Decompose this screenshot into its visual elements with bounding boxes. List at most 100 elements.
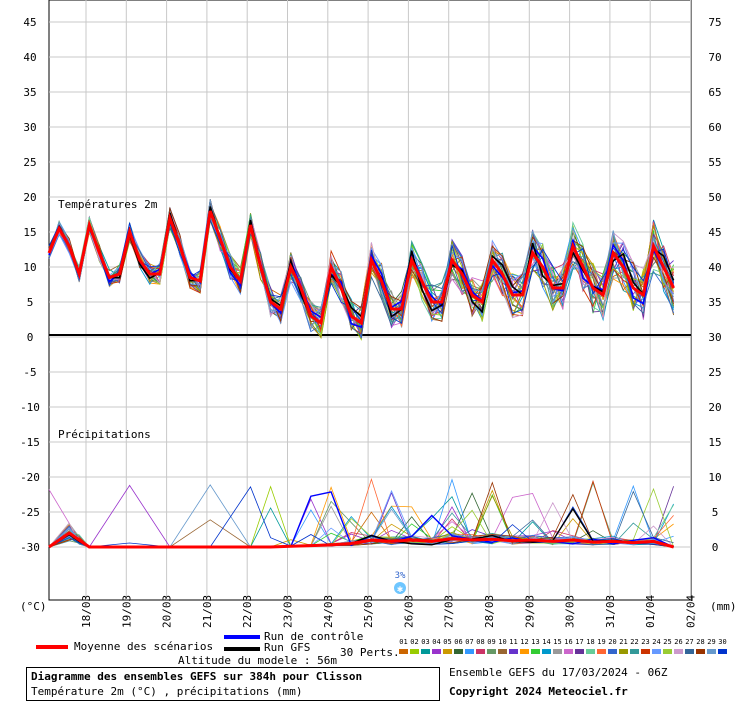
legend-mean-swatch [36,645,68,649]
member-legend-item: 21 [618,638,629,660]
date-tick-label: 28/03 [483,595,496,628]
left-tick-label: 0 [27,331,34,344]
left-tick-label: 45 [23,16,36,29]
left-unit-label: (°C) [20,600,47,613]
member-legend-item: 29 [706,638,717,660]
legend-gfs-swatch [224,647,260,651]
member-legend-item: 28 [695,638,706,660]
member-color-swatch [553,649,562,654]
plot-area [48,0,692,601]
diagram-title: Diagramme des ensembles GEFS sur 384h po… [31,670,363,683]
date-tick-label: 24/03 [322,595,335,628]
legend-control-swatch [224,635,260,639]
left-tick-label: 25 [23,156,36,169]
right-tick-label: 40 [708,261,721,274]
date-tick-label: 31/03 [604,595,617,628]
left-tick-label: -25 [20,506,40,519]
diagram-subtitle: Température 2m (°C) , précipitations (mm… [31,685,303,698]
member-legend-item: 09 [486,638,497,660]
member-color-swatch [586,649,595,654]
snow-icon: ✱ [394,582,406,595]
right-tick-label: 65 [708,86,721,99]
member-number: 07 [465,638,474,646]
member-color-swatch [410,649,419,654]
date-tick-label: 20/03 [161,595,174,628]
member-number: 24 [652,638,661,646]
left-tick-label: 20 [23,191,36,204]
member-legend-item: 06 [453,638,464,660]
member-color-swatch [597,649,606,654]
member-number: 04 [432,638,441,646]
member-legend-item: 22 [629,638,640,660]
date-tick-label: 19/03 [120,595,133,628]
member-color-swatch [509,649,518,654]
right-tick-label: 10 [708,471,721,484]
right-tick-label: 60 [708,121,721,134]
member-number: 02 [410,638,419,646]
left-tick-label: 10 [23,261,36,274]
member-color-swatch [696,649,705,654]
right-tick-label: 5 [712,506,719,519]
member-color-swatch [652,649,661,654]
left-tick-label: -20 [20,471,40,484]
left-tick-label: 40 [23,51,36,64]
date-tick-label: 18/03 [80,595,93,628]
member-legend-item: 27 [684,638,695,660]
member-number: 25 [663,638,672,646]
member-number: 20 [608,638,617,646]
panel-precip-label: Précipitations [58,428,151,441]
horizontal-gridlines [49,21,691,548]
member-color-swatch [663,649,672,654]
member-number: 29 [707,638,716,646]
member-legend-item: 15 [552,638,563,660]
member-legend-item: 16 [563,638,574,660]
member-legend-item: 02 [409,638,420,660]
member-legend-item: 11 [508,638,519,660]
member-legend-item: 04 [431,638,442,660]
member-legend-item: 19 [596,638,607,660]
member-number: 23 [641,638,650,646]
member-legend-item: 30 [717,638,728,660]
member-color-swatch [520,649,529,654]
member-legend-item: 08 [475,638,486,660]
member-color-swatch [476,649,485,654]
member-number: 13 [531,638,540,646]
member-legend: 01 02 03 04 05 06 07 08 09 10 11 12 13 14 15 16 17 18 19 20… [398,638,730,660]
date-tick-label: 01/04 [644,595,657,628]
snow-probability-label: 3% [395,571,406,581]
member-color-swatch [399,649,408,654]
left-tick-label: 30 [23,121,36,134]
perts-label: 30 Perts. [340,646,400,659]
member-number: 16 [564,638,573,646]
legend-mean-label: Moyenne des scénarios [74,640,214,653]
member-legend-item: 14 [541,638,552,660]
right-tick-label: 35 [708,296,721,309]
right-tick-label: 70 [708,51,721,64]
member-number: 26 [674,638,683,646]
member-legend-item: 10 [497,638,508,660]
member-legend-item: 01 [398,638,409,660]
right-tick-label: 30 [708,331,721,344]
right-tick-label: 55 [708,156,721,169]
member-color-swatch [718,649,727,654]
member-number: 08 [476,638,485,646]
member-legend-item: 03 [420,638,431,660]
member-number: 11 [509,638,518,646]
member-legend-item: 07 [464,638,475,660]
member-number: 05 [443,638,452,646]
legend-control-label: Run de contrôle [264,630,364,643]
temperature-member-line [48,205,674,331]
member-number: 09 [487,638,496,646]
member-number: 01 [399,638,408,646]
right-tick-label: 75 [708,16,721,29]
member-color-swatch [608,649,617,654]
left-tick-label: -5 [23,366,36,379]
member-color-swatch [487,649,496,654]
member-color-swatch [685,649,694,654]
altitude-label: Altitude du modele : 56m [178,654,337,667]
x-axis-ticks: 18/03 19/03 20/03 21/03 22/03 23/03 24/03 25/03… [80,595,698,628]
member-number: 27 [685,638,694,646]
left-tick-label: 15 [23,226,36,239]
